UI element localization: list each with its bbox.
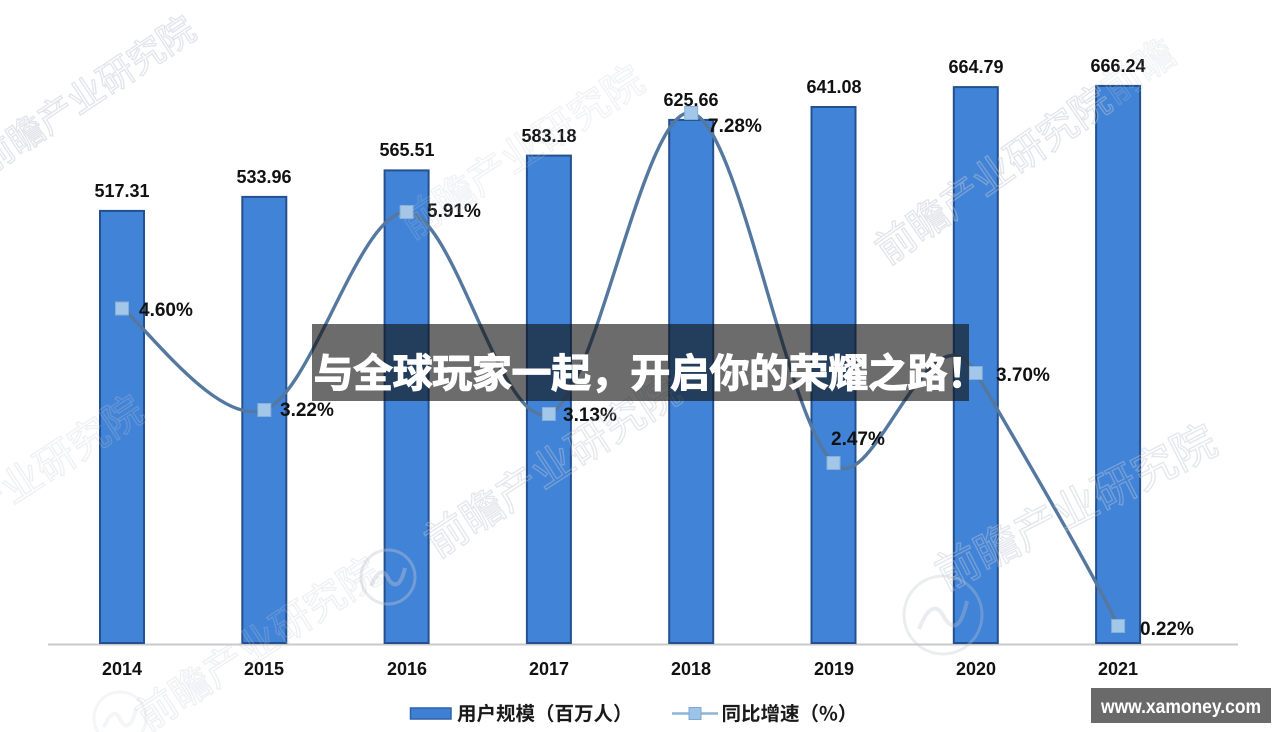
svg-text:3.13%: 3.13% xyxy=(563,405,617,426)
svg-text:664.79: 664.79 xyxy=(948,57,1003,77)
svg-text:666.24: 666.24 xyxy=(1090,56,1145,76)
svg-text:2018: 2018 xyxy=(671,659,711,679)
svg-text:517.31: 517.31 xyxy=(94,181,149,201)
svg-text:565.51: 565.51 xyxy=(379,140,434,160)
svg-text:2016: 2016 xyxy=(387,659,427,679)
svg-text:2020: 2020 xyxy=(956,659,996,679)
svg-text:5.91%: 5.91% xyxy=(427,201,481,222)
svg-text:2017: 2017 xyxy=(529,659,569,679)
svg-text:2015: 2015 xyxy=(244,659,284,679)
svg-text:7.28%: 7.28% xyxy=(708,116,762,137)
svg-text:3.70%: 3.70% xyxy=(996,365,1050,386)
svg-text:625.66: 625.66 xyxy=(663,90,718,110)
svg-text:2021: 2021 xyxy=(1098,659,1138,679)
svg-text:641.08: 641.08 xyxy=(806,77,861,97)
svg-text:2014: 2014 xyxy=(102,659,142,679)
svg-text:3.22%: 3.22% xyxy=(280,400,334,421)
svg-text:www.xamoney.com: www.xamoney.com xyxy=(1100,697,1261,718)
svg-text:2019: 2019 xyxy=(814,659,854,679)
svg-text:0.22%: 0.22% xyxy=(1140,619,1194,640)
svg-text:2.47%: 2.47% xyxy=(831,429,885,450)
svg-text:583.18: 583.18 xyxy=(521,126,576,146)
svg-text:4.60%: 4.60% xyxy=(139,300,193,321)
svg-text:533.96: 533.96 xyxy=(236,167,291,187)
